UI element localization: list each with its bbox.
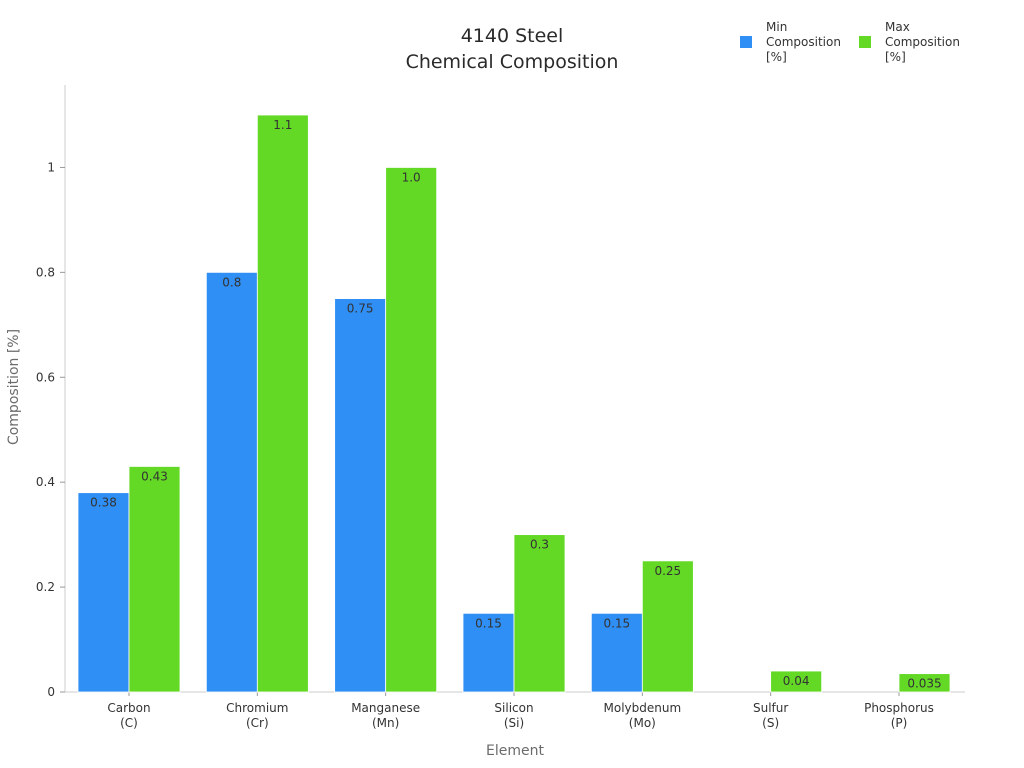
x-tick-label: Carbon (C) — [107, 701, 150, 730]
data-label: 0.25 — [654, 564, 681, 578]
data-label: 0.43 — [141, 469, 168, 483]
x-axis-title: Element — [486, 743, 544, 759]
bar-max — [641, 560, 694, 693]
y-axis-title: Composition [%] — [6, 329, 22, 445]
data-label: 1.0 — [402, 170, 421, 184]
chart-title-line-2: Chemical Composition — [406, 51, 619, 73]
data-label: 1.1 — [273, 118, 292, 132]
x-tick-label-line: Phosphorus — [864, 701, 934, 715]
x-tick-label: Manganese (Mn) — [351, 701, 420, 730]
data-label: 0.38 — [90, 496, 117, 510]
x-tick-label-line: Sulfur — [753, 701, 788, 715]
data-label: 0.75 — [347, 302, 374, 316]
data-label: 0.15 — [475, 616, 502, 630]
bar-max — [256, 114, 309, 693]
bar-max — [898, 673, 951, 693]
x-tick-label-line: (P) — [891, 716, 908, 730]
x-tick-label: Silicon (Si) — [494, 701, 533, 730]
data-label: 0.8 — [222, 275, 241, 289]
bar-min — [205, 271, 258, 693]
x-tick-label-line: Manganese — [351, 701, 420, 715]
chart-title: 4140 Steel Chemical Composition — [406, 25, 619, 73]
bar-max — [513, 534, 566, 693]
data-label: 0.035 — [907, 677, 941, 691]
bars — [77, 114, 951, 693]
chart-title-line-1: 4140 Steel — [461, 25, 564, 47]
bar-min — [334, 298, 387, 693]
x-tick-label-line: Molybdenum — [604, 701, 682, 715]
data-label: 0.04 — [783, 674, 810, 688]
legend-label: Composition — [766, 35, 841, 49]
legend-label: Max — [885, 20, 910, 34]
y-axis-ticks: 0 0.2 0.4 0.6 0.8 1 — [36, 160, 65, 699]
bar-max — [770, 670, 823, 693]
x-tick-label: Molybdenum (Mo) — [604, 701, 682, 730]
bar-min — [77, 492, 130, 693]
y-tick-label: 0 — [47, 685, 55, 699]
legend-label: [%] — [766, 50, 787, 64]
legend-label: Min — [766, 20, 787, 34]
bar-min — [462, 612, 515, 693]
y-tick-label: 1 — [47, 160, 55, 174]
legend-label: Composition — [885, 35, 960, 49]
legend-swatch — [740, 36, 752, 48]
x-tick-label-line: Chromium — [226, 701, 288, 715]
x-tick-label: Sulfur (S) — [753, 701, 788, 730]
y-tick-label: 0.8 — [36, 265, 55, 279]
bar-max — [385, 167, 438, 693]
x-tick-label: Chromium (Cr) — [226, 701, 288, 730]
legend-label: [%] — [885, 50, 906, 64]
y-tick-label: 0.4 — [36, 475, 55, 489]
x-tick-label-line: Carbon — [107, 701, 150, 715]
data-label: 0.3 — [530, 538, 549, 552]
legend-swatch — [859, 36, 871, 48]
x-tick-label-line: (Si) — [504, 716, 524, 730]
x-tick-label-line: (Cr) — [246, 716, 269, 730]
x-tick-label-line: (Mn) — [372, 716, 399, 730]
y-tick-label: 0.2 — [36, 580, 55, 594]
x-tick-label-line: (S) — [762, 716, 779, 730]
x-tick-label-line: Silicon — [494, 701, 533, 715]
y-tick-label: 0.6 — [36, 370, 55, 384]
data-labels: 0.38 0.8 0.75 0.15 0.15 0.43 1.1 1.0 0.3 0.25 0.04… — [90, 118, 942, 691]
x-axis-ticks: Carbon (C) Chromium (Cr) Manganese (Mn) Silico… — [107, 692, 934, 730]
x-tick-label-line: (Mo) — [629, 716, 656, 730]
bar-max — [128, 466, 181, 693]
x-tick-label: Phosphorus (P) — [864, 701, 934, 730]
x-tick-label-line: (C) — [120, 716, 138, 730]
data-label: 0.15 — [603, 616, 630, 630]
